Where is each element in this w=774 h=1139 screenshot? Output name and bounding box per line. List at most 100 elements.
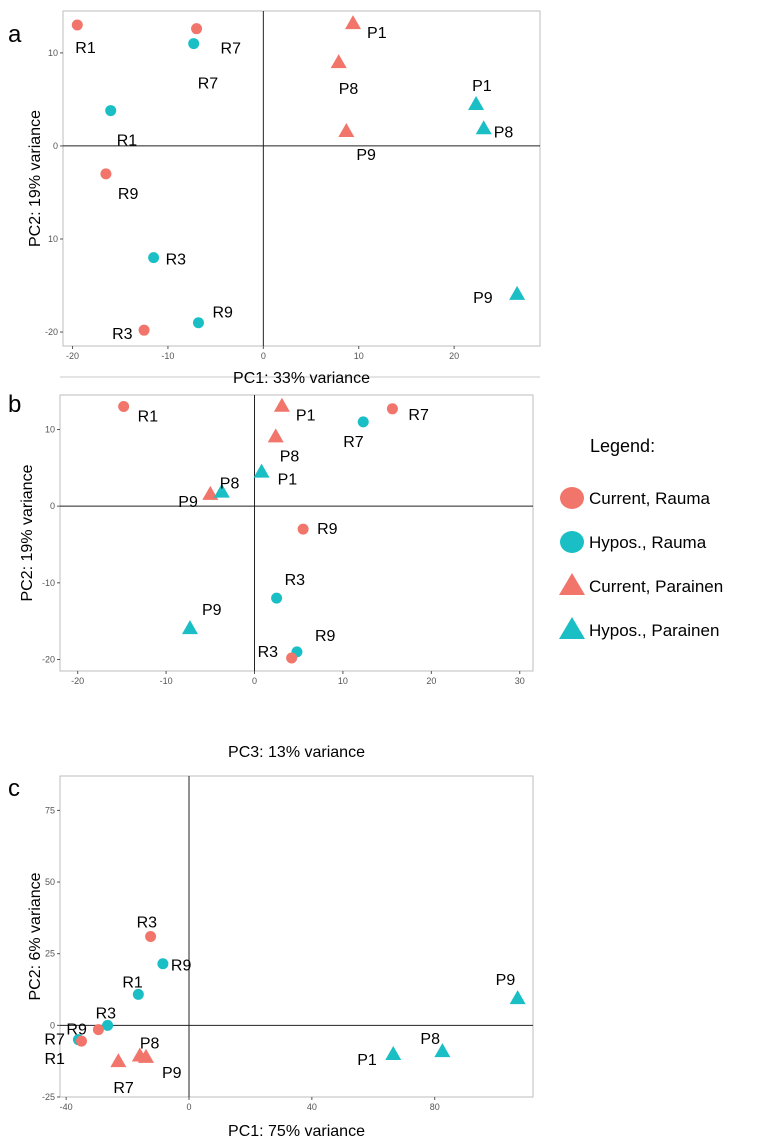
x-tick-label: 10 xyxy=(338,676,348,686)
point-r9-current xyxy=(297,523,309,535)
plot-frame-a xyxy=(62,10,541,347)
point-r1-hypos xyxy=(132,988,144,1000)
y-tick-label: 75 xyxy=(45,805,55,815)
point-p8-hypos xyxy=(213,483,230,498)
point-label: R1 xyxy=(75,40,96,57)
legend-items: Current, Rauma Hypos., Rauma Current, Para… xyxy=(559,487,723,640)
legend-triangle-icon xyxy=(559,617,585,639)
panel-a: -20 -10 0 10 20 10 0 10 -20 PC1: 33% variance PC2:… xyxy=(27,10,541,387)
legend-title: Legend: xyxy=(590,436,655,456)
point-r9-hypos xyxy=(192,317,204,329)
legend-label: Current, Rauma xyxy=(589,489,710,508)
point-label: P8 xyxy=(420,1031,440,1048)
point-r3-current xyxy=(145,931,157,942)
point-p8-current xyxy=(267,428,284,443)
point-label: P9 xyxy=(202,602,222,619)
point-r9-current xyxy=(92,1024,104,1036)
point-r1-current xyxy=(71,19,83,31)
panel-b: -20 -10 0 10 20 30 10 0 -10 -20 PC3: 13% variance P… xyxy=(19,394,534,761)
x-tick-label: 0 xyxy=(252,676,257,686)
legend-triangle-icon xyxy=(559,573,585,595)
point-label: P9 xyxy=(496,972,516,989)
x-tick-label: 20 xyxy=(426,676,436,686)
y-tick-label: 10 xyxy=(48,48,58,58)
point-label: R9 xyxy=(212,305,233,322)
point-label: R7 xyxy=(408,407,429,424)
x-tick-label: 40 xyxy=(307,1102,317,1112)
legend-label: Hypos., Parainen xyxy=(589,621,719,640)
y-axis-title-b: PC2: 19% variance xyxy=(19,464,36,601)
point-label: R9 xyxy=(171,958,192,975)
x-axis-title-a: PC1: 33% variance xyxy=(233,370,370,387)
point-r1-current xyxy=(76,1035,87,1047)
point-r1-current xyxy=(118,401,130,412)
x-tick-label: 80 xyxy=(430,1102,440,1112)
x-tick-label: -10 xyxy=(160,676,173,686)
point-r3-current xyxy=(286,652,298,664)
legend-label: Hypos., Rauma xyxy=(589,533,707,552)
y-tick-label: 0 xyxy=(53,141,58,151)
y-tick-label: 0 xyxy=(50,1020,55,1030)
point-r3-hypos xyxy=(271,592,283,604)
point-label: R1 xyxy=(138,409,159,426)
point-label: P1 xyxy=(278,472,298,489)
panel-letter-c: c xyxy=(8,775,20,802)
point-label: P8 xyxy=(339,81,359,98)
panel-c: -40 0 40 80 75 50 25 0 -25 PC1: 75% variance PC2: … xyxy=(27,775,534,1139)
y-tick-label: 10 xyxy=(45,425,55,435)
point-label: P1 xyxy=(472,78,492,95)
x-tick-label: 20 xyxy=(449,351,459,361)
plot-frame-b xyxy=(59,394,534,672)
panel-letter-b: b xyxy=(8,391,21,418)
point-label: R3 xyxy=(166,252,187,269)
point-label: P8 xyxy=(220,476,240,493)
point-label: R9 xyxy=(118,186,139,203)
plot-frame-c xyxy=(59,775,534,1098)
point-label: R1 xyxy=(117,133,138,150)
point-label: P1 xyxy=(357,1052,377,1069)
point-label: P1 xyxy=(296,408,316,425)
x-axis-title-c: PC1: 75% variance xyxy=(228,1123,365,1139)
point-label: R1 xyxy=(45,1051,66,1068)
point-label: R3 xyxy=(285,572,306,589)
point-r1-hypos xyxy=(105,105,117,117)
y-tick-label: -10 xyxy=(42,578,55,588)
point-p9-hypos xyxy=(509,285,526,300)
point-p1-hypos xyxy=(253,463,270,478)
point-p1-hypos xyxy=(385,1046,402,1061)
x-tick-label: 30 xyxy=(515,676,525,686)
point-p9-current xyxy=(138,1048,154,1063)
point-p1-current xyxy=(345,15,362,30)
point-label: R7 xyxy=(221,41,242,58)
point-label: R3 xyxy=(137,915,158,932)
point-label: R3 xyxy=(112,326,133,343)
point-r3-hypos xyxy=(148,252,160,264)
point-p8-hypos xyxy=(434,1043,451,1058)
point-p9-current xyxy=(338,123,355,138)
point-r7-hypos xyxy=(357,416,369,428)
x-tick-label: -20 xyxy=(71,676,84,686)
y-tick-label: -20 xyxy=(45,327,58,337)
point-r3-current xyxy=(138,324,150,336)
legend-label: Current, Parainen xyxy=(589,577,723,596)
x-axis-title-b: PC3: 13% variance xyxy=(228,744,365,761)
point-label: P8 xyxy=(494,124,514,141)
y-tick-label: -25 xyxy=(42,1092,55,1102)
point-label: P9 xyxy=(178,494,198,511)
point-label: R3 xyxy=(258,644,279,661)
y-axis-title-c: PC2: 6% variance xyxy=(27,872,44,1000)
y-tick-label: -20 xyxy=(42,655,55,665)
point-r7-current xyxy=(191,23,203,35)
point-label: R9 xyxy=(315,628,336,645)
point-p9-current xyxy=(202,485,219,500)
point-r7-current xyxy=(110,1053,127,1068)
point-label: P1 xyxy=(367,25,387,42)
point-label: P9 xyxy=(473,290,493,307)
point-p8-current xyxy=(330,54,347,69)
point-label: R7 xyxy=(44,1032,65,1049)
point-r7-current xyxy=(386,403,398,415)
x-tick-label: -20 xyxy=(66,351,79,361)
point-label: P8 xyxy=(280,448,300,465)
y-axis-title-a: PC2: 19% variance xyxy=(27,110,44,247)
